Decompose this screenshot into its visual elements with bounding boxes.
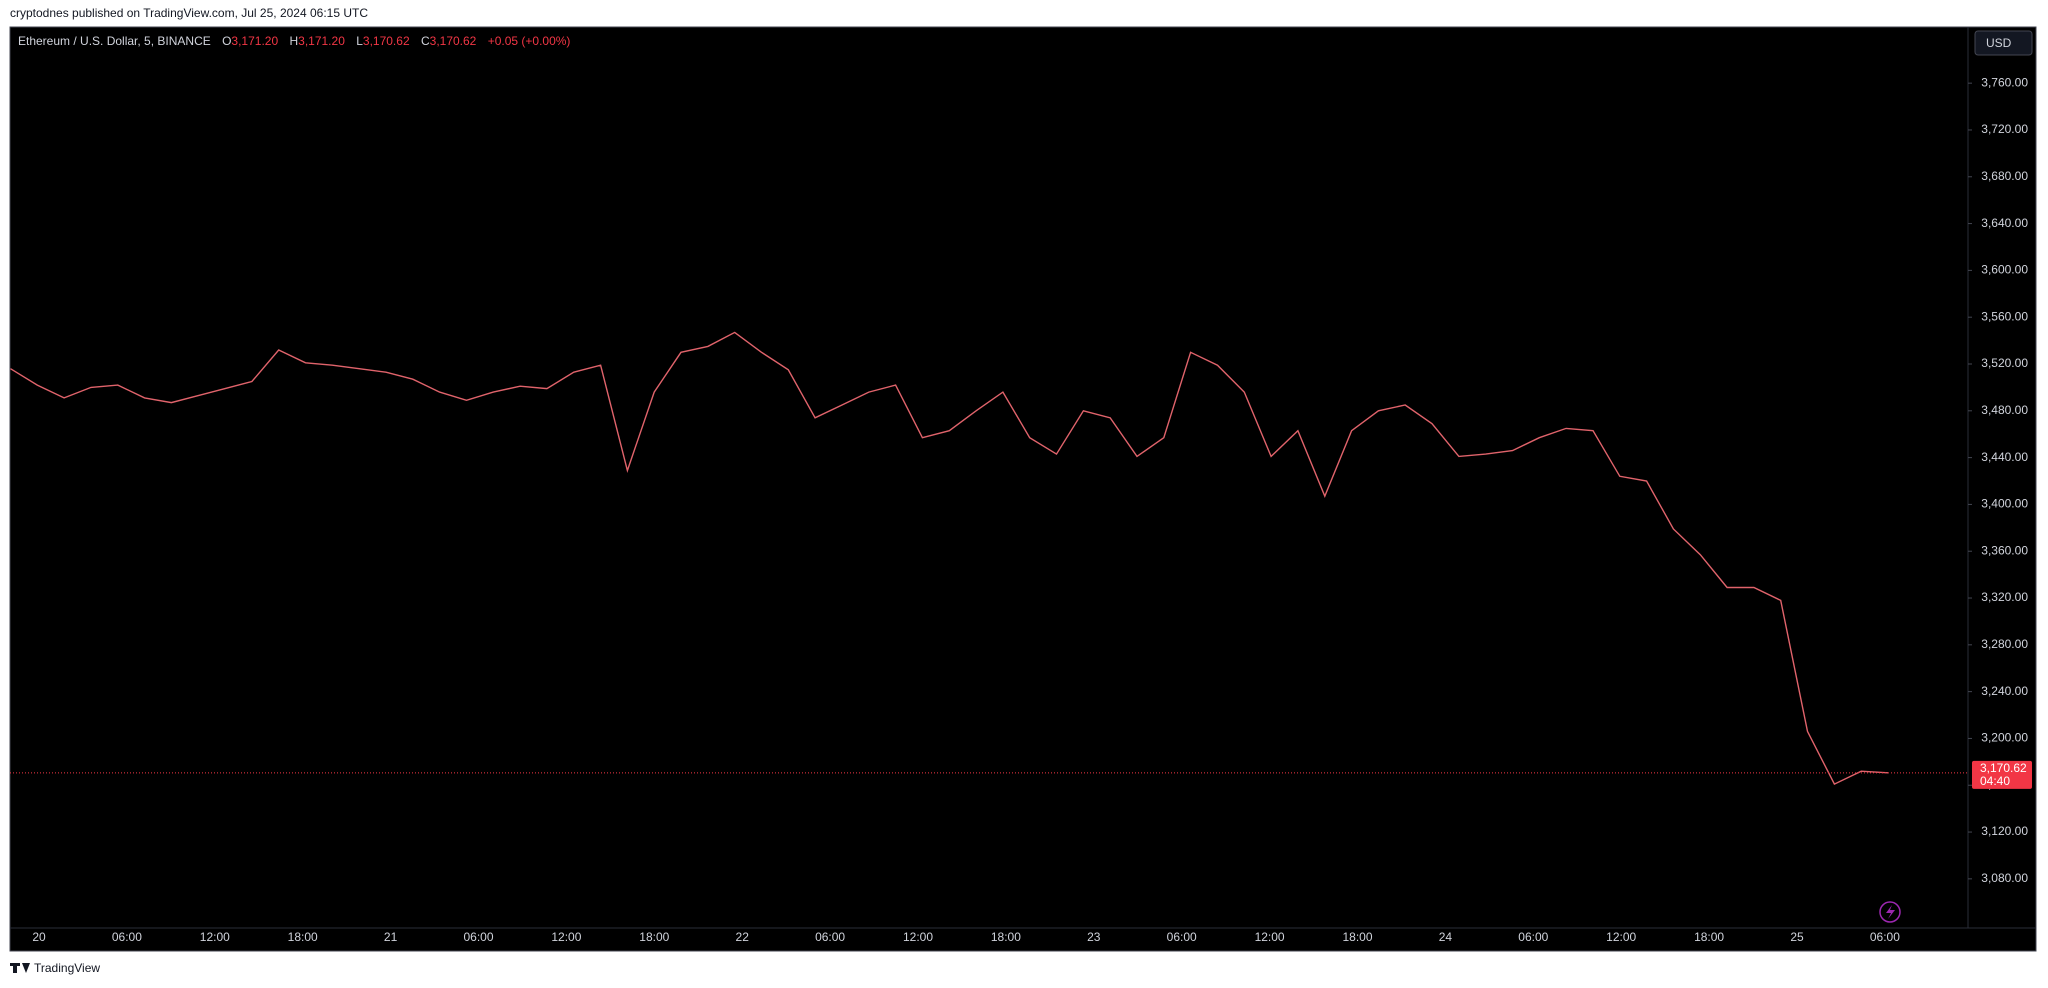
x-tick-label: 18:00 xyxy=(1694,930,1724,944)
last-price-box xyxy=(1972,760,2032,789)
y-tick-label: 3,640.00 xyxy=(1981,216,2028,230)
x-tick-label: 12:00 xyxy=(1606,930,1636,944)
y-tick-label: 3,720.00 xyxy=(1981,122,2028,136)
countdown-label: 04:40 xyxy=(1980,774,2010,788)
replay-icon[interactable] xyxy=(1879,901,1901,923)
x-tick-label: 06:00 xyxy=(463,930,493,944)
legend-high: 3,171.20 xyxy=(298,34,345,48)
x-tick-label: 18:00 xyxy=(288,930,318,944)
legend-close: 3,170.62 xyxy=(430,34,477,48)
x-tick-label: 22 xyxy=(736,930,750,944)
x-tick-label: 20 xyxy=(32,930,46,944)
x-tick-label: 12:00 xyxy=(1255,930,1285,944)
x-tick-label: 24 xyxy=(1439,930,1453,944)
x-tick-label: 12:00 xyxy=(551,930,581,944)
currency-label: USD xyxy=(1986,36,2012,50)
chart-pane xyxy=(9,26,2037,952)
x-tick-label: 18:00 xyxy=(991,930,1021,944)
currency-button[interactable] xyxy=(1974,30,2033,56)
y-tick-label: 3,440.00 xyxy=(1981,450,2028,464)
publisher-line: cryptodnes published on TradingView.com,… xyxy=(10,6,368,20)
legend: Ethereum / U.S. Dollar, 5, BINANCE O3,17… xyxy=(18,34,570,48)
y-tick-label: 3,520.00 xyxy=(1981,356,2028,370)
x-tick-label: 18:00 xyxy=(639,930,669,944)
y-tick-label: 3,320.00 xyxy=(1981,590,2028,604)
y-tick-label: 3,760.00 xyxy=(1981,75,2028,89)
legend-o: O xyxy=(222,34,231,48)
legend-open: 3,171.20 xyxy=(231,34,278,48)
replay-bolt xyxy=(1886,905,1895,919)
y-tick-label: 3,200.00 xyxy=(1981,731,2028,745)
legend-h: H xyxy=(289,34,298,48)
x-tick-label: 06:00 xyxy=(1870,930,1900,944)
y-tick-label: 3,560.00 xyxy=(1981,309,2028,323)
x-tick-label: 21 xyxy=(384,930,398,944)
legend-low: 3,170.62 xyxy=(363,34,410,48)
y-tick-label: 3,400.00 xyxy=(1981,497,2028,511)
y-tick-label: 3,480.00 xyxy=(1981,403,2028,417)
y-tick-label: 3,360.00 xyxy=(1981,543,2028,557)
legend-change: +0.05 (+0.00%) xyxy=(488,34,571,48)
last-price-label: 3,170.62 xyxy=(1980,761,2027,775)
x-tick-label: 18:00 xyxy=(1342,930,1372,944)
y-tick-label: 3,120.00 xyxy=(1981,824,2028,838)
legend-symbol: Ethereum / U.S. Dollar, 5, BINANCE xyxy=(18,34,211,48)
price-line xyxy=(10,331,1889,786)
y-tick-label: 3,240.00 xyxy=(1981,684,2028,698)
x-tick-label: 12:00 xyxy=(903,930,933,944)
legend-l: L xyxy=(356,34,363,48)
legend-c: C xyxy=(421,34,430,48)
x-tick-label: 25 xyxy=(1790,930,1804,944)
y-tick-label: 3,080.00 xyxy=(1981,871,2028,885)
x-tick-label: 06:00 xyxy=(1518,930,1548,944)
x-tick-label: 12:00 xyxy=(200,930,230,944)
y-tick-label: 3,680.00 xyxy=(1981,169,2028,183)
x-tick-label: 06:00 xyxy=(1167,930,1197,944)
x-tick-label: 23 xyxy=(1087,930,1101,944)
x-tick-label: 06:00 xyxy=(112,930,142,944)
footer-brand: TradingView xyxy=(34,961,100,975)
y-tick-label: 3,280.00 xyxy=(1981,637,2028,651)
x-tick-label: 06:00 xyxy=(815,930,845,944)
tv-logo xyxy=(10,963,30,973)
y-tick-label: 3,600.00 xyxy=(1981,263,2028,277)
